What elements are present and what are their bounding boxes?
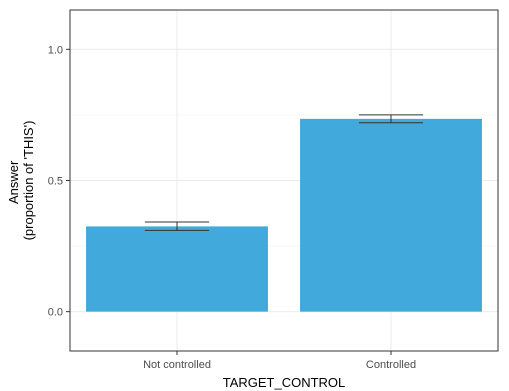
y-tick-label: 0.0 — [48, 307, 63, 319]
y-tick-label: 1.0 — [48, 44, 63, 56]
y-axis-title-line-1: Answer — [6, 160, 21, 204]
error-bar — [144, 221, 210, 231]
x-axis-title: TARGET_CONTROL — [223, 375, 346, 390]
error-bars — [144, 114, 424, 231]
x-axis: Not controlled Controlled — [143, 351, 416, 371]
y-axis-title: Answer (proportion of 'THIS') — [6, 121, 36, 241]
error-bar — [358, 114, 424, 124]
y-axis-title-line-2: (proportion of 'THIS') — [21, 121, 36, 241]
bar — [300, 118, 482, 312]
x-tick-label: Not controlled — [143, 359, 211, 371]
bar — [86, 226, 268, 312]
y-axis: 0.0 0.5 1.0 — [48, 44, 70, 319]
bars — [86, 118, 482, 312]
x-tick-label: Controlled — [366, 359, 416, 371]
y-tick-label: 0.5 — [48, 176, 63, 188]
